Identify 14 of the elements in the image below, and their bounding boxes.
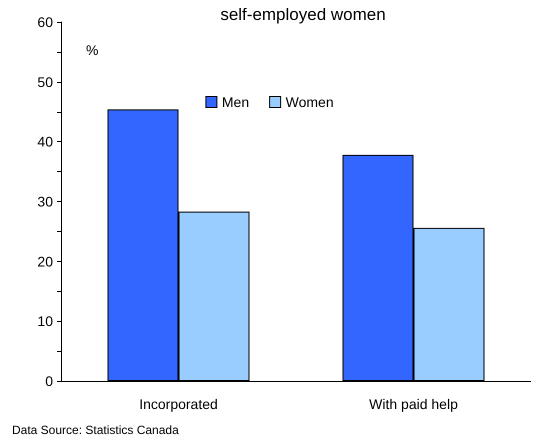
chart-title: self-employed women: [220, 5, 386, 24]
y-axis-title: %: [86, 42, 98, 58]
y-tick-label: 30: [37, 194, 54, 210]
x-tick-label: With paid help: [369, 396, 458, 412]
y-tick-label: 60: [37, 14, 54, 30]
y-tick-label: 20: [37, 253, 54, 270]
y-tick-label: 0: [45, 373, 54, 389]
legend-label: Women: [286, 94, 334, 110]
x-tick-label: Incorporated: [139, 396, 218, 412]
legend-label: Men: [222, 94, 250, 110]
y-tick-label: 40: [37, 134, 54, 150]
y-tick-label: 50: [37, 74, 54, 90]
source-note: Data Source: Statistics Canada: [12, 423, 180, 437]
y-tick-label: 10: [37, 313, 54, 330]
